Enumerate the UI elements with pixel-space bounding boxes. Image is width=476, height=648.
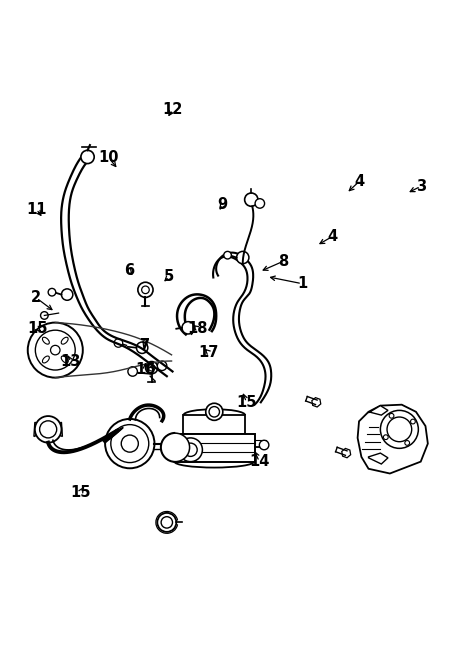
Text: 9: 9: [218, 197, 228, 212]
Circle shape: [40, 312, 48, 319]
Text: 11: 11: [26, 202, 47, 216]
Circle shape: [81, 150, 94, 163]
Circle shape: [178, 438, 202, 461]
Circle shape: [138, 283, 153, 297]
Polygon shape: [342, 448, 351, 457]
Text: 14: 14: [249, 454, 269, 469]
Circle shape: [387, 417, 412, 442]
Circle shape: [35, 416, 61, 443]
Text: 12: 12: [162, 102, 183, 117]
Circle shape: [161, 516, 172, 528]
Circle shape: [61, 289, 73, 300]
Circle shape: [28, 323, 83, 378]
Circle shape: [40, 421, 57, 438]
Circle shape: [50, 345, 60, 355]
Circle shape: [182, 321, 194, 334]
Circle shape: [389, 413, 394, 418]
Circle shape: [255, 199, 265, 208]
Text: 4: 4: [328, 229, 338, 244]
Polygon shape: [357, 405, 428, 474]
Text: 3: 3: [416, 179, 426, 194]
Ellipse shape: [42, 356, 50, 363]
Circle shape: [149, 364, 155, 371]
Circle shape: [237, 251, 249, 264]
Text: 17: 17: [198, 345, 219, 360]
Text: 15: 15: [70, 485, 91, 500]
Polygon shape: [368, 453, 388, 464]
Ellipse shape: [61, 356, 68, 363]
Circle shape: [184, 443, 197, 456]
Text: 15: 15: [236, 395, 257, 410]
Polygon shape: [183, 415, 245, 434]
Circle shape: [380, 410, 418, 448]
Circle shape: [35, 330, 75, 370]
Circle shape: [111, 424, 149, 463]
Polygon shape: [175, 434, 255, 461]
Text: 16: 16: [135, 362, 156, 376]
Text: 18: 18: [188, 321, 208, 336]
Polygon shape: [57, 422, 62, 437]
Circle shape: [209, 406, 219, 417]
Circle shape: [384, 435, 388, 439]
Circle shape: [137, 342, 148, 353]
Polygon shape: [34, 422, 40, 437]
Text: 13: 13: [61, 354, 81, 369]
Text: 2: 2: [31, 290, 41, 305]
Polygon shape: [312, 398, 321, 407]
Circle shape: [245, 193, 258, 206]
Polygon shape: [368, 406, 388, 415]
Text: 4: 4: [354, 174, 364, 189]
Circle shape: [405, 441, 409, 445]
Ellipse shape: [42, 337, 50, 344]
Circle shape: [114, 339, 123, 347]
Circle shape: [161, 433, 189, 461]
Circle shape: [128, 367, 138, 376]
Circle shape: [224, 251, 231, 259]
Circle shape: [121, 435, 139, 452]
Text: 15: 15: [28, 321, 48, 336]
Text: 7: 7: [140, 338, 150, 353]
Circle shape: [157, 513, 176, 532]
Circle shape: [411, 419, 415, 424]
Text: 10: 10: [99, 150, 119, 165]
Ellipse shape: [61, 337, 68, 344]
Text: 8: 8: [278, 254, 288, 269]
Circle shape: [167, 440, 178, 452]
Text: 1: 1: [297, 276, 307, 291]
Circle shape: [48, 288, 56, 296]
Circle shape: [259, 440, 269, 450]
Circle shape: [206, 403, 223, 421]
Circle shape: [105, 419, 155, 469]
Circle shape: [157, 361, 167, 371]
Circle shape: [142, 286, 149, 294]
Text: 5: 5: [164, 269, 174, 284]
Circle shape: [146, 362, 158, 374]
Text: 6: 6: [124, 263, 134, 279]
